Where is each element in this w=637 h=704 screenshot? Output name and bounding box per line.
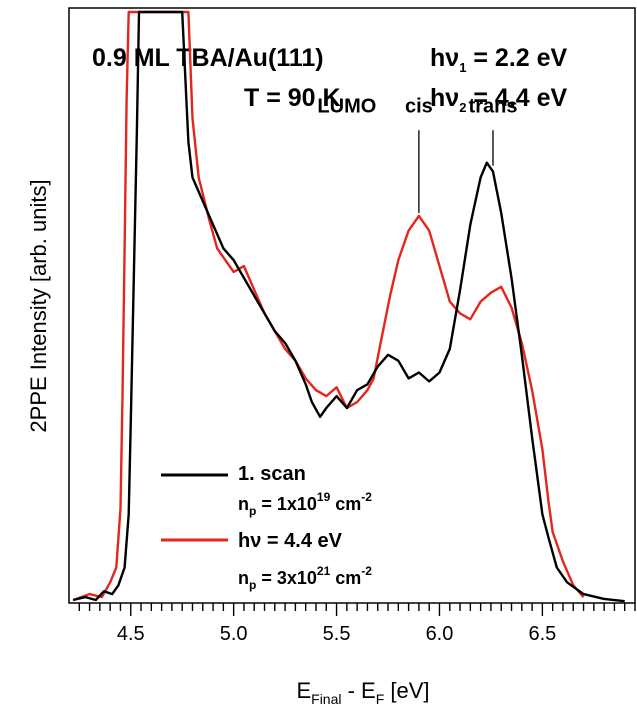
legend-label-1-scan: 1. scan	[238, 463, 306, 485]
legend-np-hv-44: np = 3x1021 cm-2	[238, 564, 372, 592]
x-label-unit: [eV]	[384, 678, 429, 703]
np-1-n: n	[238, 494, 249, 514]
legend: 1. scan np = 1x1019 cm-2 hν = 4.4 eV np …	[161, 463, 372, 592]
np-2-exp: 21	[317, 564, 331, 578]
x-tick-label: 6.0	[426, 623, 454, 645]
legend-np-1-scan: np = 1x1019 cm-2	[238, 490, 372, 518]
np-1-unit: cm	[330, 494, 361, 514]
series-line-1-scan	[72, 10, 625, 603]
legend-label-hv-44: hν = 4.4 eV	[238, 530, 343, 552]
np-1-exp: 19	[317, 490, 331, 504]
np-2-unit: cm	[330, 568, 361, 588]
x-label-minus: - E	[342, 678, 376, 703]
x-axis-ticks: 4.5 5.0 5.5 6.0 6.5	[78, 603, 636, 645]
photon-1-value: = 2.2 eV	[466, 44, 567, 72]
np-2-val: = 3x10	[256, 568, 317, 588]
np-1-unit-exp: -2	[361, 490, 372, 504]
x-tick-label: 5.5	[323, 623, 351, 645]
annotation-cis: cis	[405, 95, 433, 117]
annotation-lumo: LUMO	[317, 95, 376, 117]
title-sample: 0.9 ML TBA/Au(111)	[92, 44, 324, 72]
np-1-sub: p	[249, 504, 256, 518]
x-label-e: E	[296, 678, 311, 703]
photon-energy-2: hν2 = 4.4 eV	[430, 84, 568, 115]
np-2-unit-exp: -2	[361, 564, 372, 578]
x-tick-label: 6.5	[528, 623, 556, 645]
photon-2-value: = 4.4 eV	[466, 84, 567, 112]
series-line-hv-44	[72, 10, 585, 602]
x-axis-label: EFinal - EF [eV]	[296, 678, 429, 704]
plot-frame	[68, 7, 636, 604]
np-2-n: n	[238, 568, 249, 588]
photon-1-hv: hν	[430, 44, 459, 72]
x-label-f-sub: F	[376, 691, 385, 704]
annotation-trans: trans	[469, 95, 518, 117]
np-2-sub: p	[249, 578, 256, 592]
photon-2-sub: 2	[459, 100, 466, 115]
np-1-val: = 1x10	[256, 494, 317, 514]
data-curves	[72, 10, 625, 603]
photon-1-sub: 1	[459, 60, 466, 75]
photon-2-hv: hν	[430, 84, 459, 112]
photon-energy-1: hν1 = 2.2 eV	[430, 44, 568, 75]
y-axis-label: 2PPE Intensity [arb. units]	[26, 179, 51, 432]
x-tick-label: 4.5	[117, 623, 145, 645]
x-label-final-sub: Final	[311, 691, 341, 704]
peak-annotations: LUMO cis trans	[317, 95, 518, 213]
x-tick-label: 5.0	[220, 623, 248, 645]
title-temperature: T = 90 K	[244, 84, 341, 112]
